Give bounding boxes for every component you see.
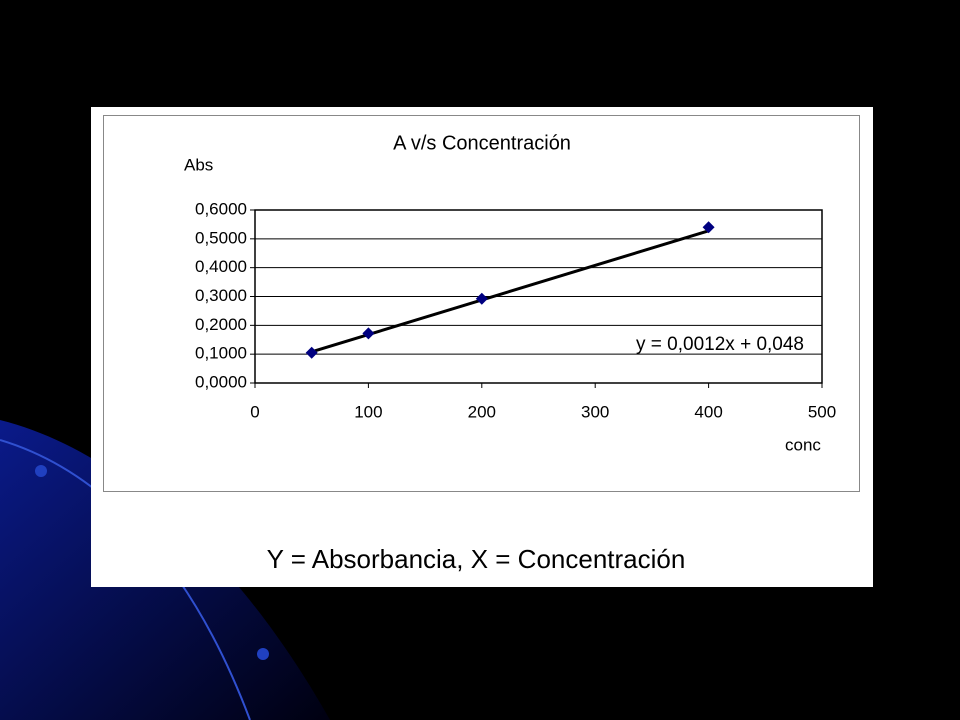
y-tick-label: 0,2000 xyxy=(195,315,247,334)
x-tick-label: 0 xyxy=(250,402,259,421)
y-tick-label: 0,4000 xyxy=(195,257,247,276)
decoration xyxy=(257,648,269,660)
trendline-label: y = 0,0012x + 0,048 xyxy=(636,334,804,355)
x-tick-label: 200 xyxy=(468,402,496,421)
y-tick-label: 0,5000 xyxy=(195,228,247,247)
data-point xyxy=(305,346,318,359)
x-axis-label: conc xyxy=(785,435,821,454)
x-tick-label: 400 xyxy=(694,402,722,421)
chart-title: A v/s Concentración xyxy=(393,132,571,154)
plot-area xyxy=(254,209,823,384)
y-tick-label: 0,0000 xyxy=(195,372,247,391)
trendline xyxy=(311,229,710,354)
x-tick-label: 500 xyxy=(808,402,836,421)
x-tick-label: 100 xyxy=(354,402,382,421)
decoration xyxy=(35,465,47,477)
y-axis-label: Abs xyxy=(184,155,213,174)
y-tick-label: 0,1000 xyxy=(195,344,247,363)
caption: Y = Absorbancia, X = Concentración xyxy=(267,544,686,574)
data-point xyxy=(475,292,488,305)
y-tick-label: 0,6000 xyxy=(195,199,247,218)
data-point xyxy=(702,221,715,234)
x-tick-label: 300 xyxy=(581,402,609,421)
data-point xyxy=(362,327,375,340)
y-tick-label: 0,3000 xyxy=(195,286,247,305)
